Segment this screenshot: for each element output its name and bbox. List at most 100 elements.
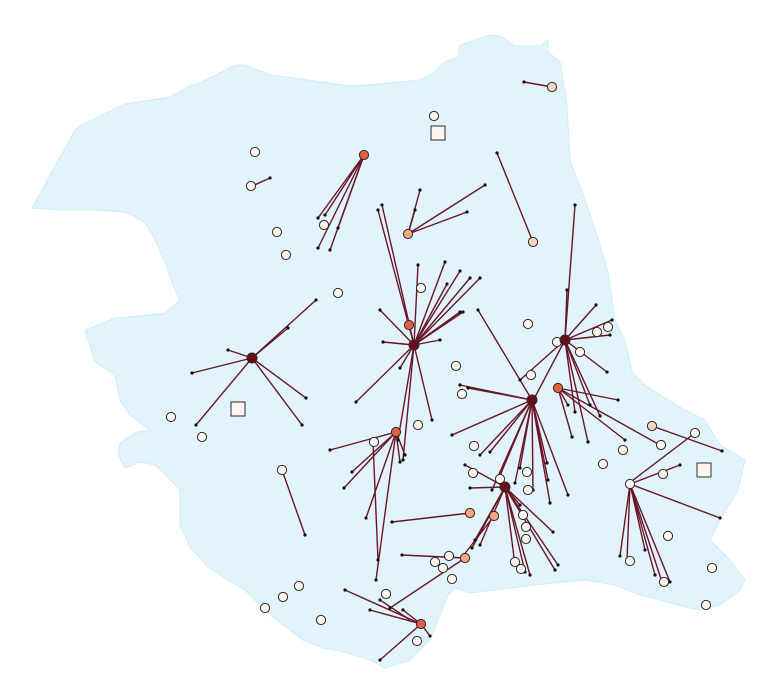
location-point[interactable]: [450, 360, 462, 372]
hub-east-lower-point[interactable]: [552, 382, 564, 394]
location-point[interactable]: [522, 484, 534, 496]
flow-endpoint: [396, 438, 400, 442]
flow-endpoint: [458, 383, 462, 387]
hub-south-lower-point[interactable]: [488, 510, 500, 522]
square-north-marker[interactable]: [430, 125, 446, 141]
flow-line: [413, 283, 448, 346]
square-west-marker[interactable]: [230, 401, 246, 417]
flow-endpoint: [573, 410, 577, 414]
location-point[interactable]: [515, 563, 527, 575]
location-point[interactable]: [165, 411, 177, 423]
location-point[interactable]: [624, 555, 636, 567]
flow-endpoint: [458, 310, 462, 314]
location-point[interactable]: [277, 591, 289, 603]
location-point[interactable]: [468, 440, 480, 452]
flow-endpoint: [463, 463, 467, 467]
location-point[interactable]: [494, 473, 506, 485]
flow-line: [401, 554, 466, 559]
location-point[interactable]: [332, 287, 344, 299]
location-point[interactable]: [415, 282, 427, 294]
hub-north-point[interactable]: [358, 149, 370, 161]
location-point[interactable]: [245, 180, 257, 192]
hub-north-east-point[interactable]: [527, 236, 539, 248]
location-point[interactable]: [318, 219, 330, 231]
location-point[interactable]: [411, 635, 423, 647]
flow-line: [329, 431, 397, 451]
location-point[interactable]: [574, 346, 586, 358]
location-point[interactable]: [520, 533, 532, 545]
hub-top-right-point[interactable]: [546, 81, 558, 93]
location-point[interactable]: [293, 580, 305, 592]
location-point[interactable]: [443, 550, 455, 562]
location-point[interactable]: [662, 530, 674, 542]
location-point[interactable]: [380, 588, 392, 600]
location-point[interactable]: [602, 321, 614, 333]
location-point[interactable]: [509, 556, 521, 568]
hub-south-center-point[interactable]: [526, 394, 538, 406]
location-point[interactable]: [525, 369, 537, 381]
flow-endpoint: [545, 461, 549, 465]
hub-south-mid2-point[interactable]: [459, 552, 471, 564]
flow-endpoint: [518, 378, 522, 382]
hub-center-left-point[interactable]: [390, 426, 402, 438]
location-point[interactable]: [617, 444, 629, 456]
location-point[interactable]: [437, 562, 449, 574]
hub-west-point[interactable]: [246, 352, 258, 364]
flow-endpoint: [618, 554, 622, 558]
location-point[interactable]: [522, 318, 534, 330]
hub-south-point[interactable]: [499, 481, 511, 493]
location-point[interactable]: [249, 146, 261, 158]
location-point[interactable]: [196, 431, 208, 443]
location-point[interactable]: [591, 326, 603, 338]
location-point[interactable]: [658, 576, 670, 588]
flow-endpoint: [518, 466, 522, 470]
location-point[interactable]: [280, 249, 292, 261]
location-point[interactable]: [259, 602, 271, 614]
location-point[interactable]: [597, 458, 609, 470]
flow-endpoint: [380, 203, 384, 207]
flow-line: [467, 387, 533, 401]
location-point[interactable]: [655, 439, 667, 451]
location-point[interactable]: [520, 521, 532, 533]
flow-endpoint: [522, 80, 526, 84]
location-point[interactable]: [657, 468, 669, 480]
location-point[interactable]: [412, 419, 424, 431]
flow-line: [281, 469, 306, 536]
hub-center-point[interactable]: [408, 339, 420, 351]
flow-lines-layer: [191, 81, 723, 661]
flow-line: [504, 486, 531, 576]
flow-endpoint: [616, 398, 620, 402]
location-point[interactable]: [428, 110, 440, 122]
location-point[interactable]: [429, 556, 441, 568]
hub-east-far-point[interactable]: [646, 420, 658, 432]
flow-line: [564, 339, 601, 417]
location-point[interactable]: [456, 388, 468, 400]
flow-line: [557, 387, 619, 401]
hub-east-point[interactable]: [559, 334, 571, 346]
hub-far-east-point[interactable]: [624, 478, 636, 490]
hub-center-small-point[interactable]: [403, 319, 415, 331]
hub-north-center-point[interactable]: [402, 228, 414, 240]
flow-endpoint: [300, 423, 304, 427]
location-point[interactable]: [276, 464, 288, 476]
location-point[interactable]: [467, 467, 479, 479]
location-point[interactable]: [446, 573, 458, 585]
location-point[interactable]: [315, 614, 327, 626]
location-point[interactable]: [521, 466, 533, 478]
location-point[interactable]: [689, 427, 701, 439]
hub-south-mid-point[interactable]: [464, 507, 476, 519]
flow-endpoint: [478, 276, 482, 280]
location-point[interactable]: [706, 562, 718, 574]
flow-line: [195, 357, 253, 426]
flow-endpoint: [364, 516, 368, 520]
location-point[interactable]: [700, 599, 712, 611]
location-point[interactable]: [517, 509, 529, 521]
square-east-marker[interactable]: [696, 462, 712, 478]
hub-south-west-point[interactable]: [415, 618, 427, 630]
flow-endpoint: [470, 546, 474, 550]
flow-line: [629, 483, 646, 551]
location-point[interactable]: [368, 436, 380, 448]
flow-line: [504, 486, 554, 533]
location-point[interactable]: [271, 226, 283, 238]
